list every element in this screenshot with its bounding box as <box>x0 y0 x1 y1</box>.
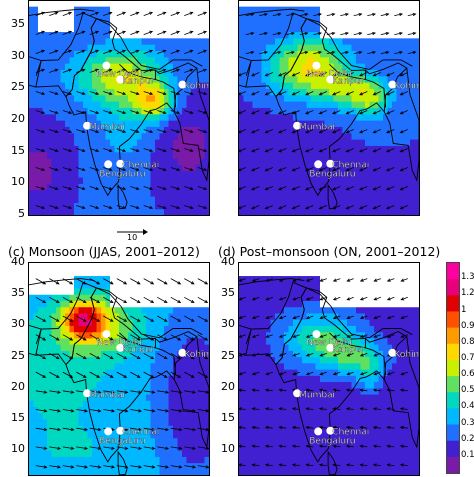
city-label: Mumbai <box>89 123 125 133</box>
y-tick-label: 35 <box>9 286 25 299</box>
city-marker <box>103 331 110 338</box>
colorbar-swatch <box>447 328 459 345</box>
colorbar-tick-label: 1 <box>461 305 466 315</box>
map-panel-b: New DelhiKanpurKohimaMumbaiBengaluruChen… <box>238 0 420 216</box>
city-label: Mumbai <box>89 390 125 400</box>
city-label: Chennai <box>122 428 159 438</box>
panel-title-d: (d) Post–monsoon (ON, 2001–2012) <box>218 244 440 259</box>
colorbar-tick-label: 0.1 <box>461 450 474 460</box>
colorbar-swatch <box>447 392 459 409</box>
colorbar-swatch <box>447 408 459 425</box>
y-tick-label: 20 <box>219 380 235 393</box>
colorbar-tick-label: 0.2 <box>461 434 474 444</box>
map-panel-a: New DelhiKanpurKohimaMumbaiBengaluruChen… <box>28 0 210 216</box>
city-label: Kanpur <box>122 77 154 87</box>
reference-arrow: 10 <box>115 228 149 244</box>
y-tick-label: 10 <box>219 442 235 455</box>
colorbar-swatch <box>447 311 459 328</box>
city-label: Mumbai <box>299 123 335 133</box>
city-label: Bengaluru <box>99 169 145 179</box>
city-label: Bengaluru <box>309 169 355 179</box>
colorbar-tick-label: 0.3 <box>461 418 474 428</box>
city-label: Chennai <box>332 428 369 438</box>
colorbar-swatch <box>447 376 459 393</box>
colorbar-swatch <box>447 360 459 377</box>
map-canvas-d: New DelhiKanpurKohimaMumbaiBengaluruChen… <box>239 263 419 475</box>
colorbar-swatch <box>447 457 459 473</box>
colorbar-tick-label: 0.8 <box>461 337 474 347</box>
city-label: Mumbai <box>299 390 335 400</box>
colorbar-tick-label: 0.9 <box>461 321 474 331</box>
colorbar-swatch <box>447 344 459 361</box>
panel-title-c: (c) Monsoon (JJAS, 2001–2012) <box>8 244 200 259</box>
map-canvas-a: New DelhiKanpurKohimaMumbaiBengaluruChen… <box>29 1 209 215</box>
y-tick-label: 15 <box>9 411 25 424</box>
y-tick-label: 20 <box>9 380 25 393</box>
y-tick-label: 15 <box>219 411 235 424</box>
colorbar-tick-label: 0.7 <box>461 353 474 363</box>
y-tick-label: 15 <box>9 144 25 157</box>
city-label: Kohima <box>394 350 419 360</box>
city-label: Bengaluru <box>99 436 145 446</box>
city-marker <box>103 62 110 69</box>
y-tick-label: 25 <box>219 349 235 362</box>
map-panel-d: New DelhiKanpurKohimaMumbaiBengaluruChen… <box>238 262 420 476</box>
y-tick-label: 20 <box>9 112 25 125</box>
city-marker <box>315 428 322 435</box>
y-tick-label: 10 <box>9 442 25 455</box>
city-marker <box>105 161 112 168</box>
y-tick-label: 25 <box>9 349 25 362</box>
city-marker <box>105 428 112 435</box>
y-tick-label: 40 <box>9 255 25 268</box>
colorbar-tick-label: 1.2 <box>461 288 474 298</box>
city-marker <box>313 331 320 338</box>
y-tick-label: 25 <box>9 80 25 93</box>
colorbar-swatch <box>447 295 459 312</box>
y-tick-label: 35 <box>219 286 235 299</box>
city-label: Kanpur <box>332 77 364 87</box>
city-label: Kohima <box>394 82 419 92</box>
map-panel-c: New DelhiKanpurKohimaMumbaiBengaluruChen… <box>28 262 210 476</box>
city-label: Kohima <box>184 350 209 360</box>
colorbar-tick-label: 0.4 <box>461 401 474 411</box>
y-tick-label: 30 <box>219 317 235 330</box>
colorbar-swatch <box>447 441 459 458</box>
city-label: Kanpur <box>332 345 364 355</box>
city-label: Chennai <box>332 161 369 171</box>
y-tick-label: 10 <box>9 175 25 188</box>
colorbar <box>446 262 460 474</box>
y-tick-label: 30 <box>9 49 25 62</box>
reference-arrow-label: 10 <box>127 233 137 242</box>
city-label: Chennai <box>122 161 159 171</box>
colorbar-tick-label: 0.5 <box>461 385 474 395</box>
city-label: Kanpur <box>122 345 154 355</box>
city-marker <box>315 161 322 168</box>
y-tick-label: 40 <box>219 255 235 268</box>
colorbar-swatch <box>447 263 459 280</box>
y-tick-label: 5 <box>9 207 25 220</box>
city-label: Kohima <box>184 82 209 92</box>
map-canvas-c: New DelhiKanpurKohimaMumbaiBengaluruChen… <box>29 263 209 475</box>
city-marker <box>313 62 320 69</box>
city-label: Bengaluru <box>309 436 355 446</box>
colorbar-swatch <box>447 425 459 442</box>
colorbar-swatches <box>447 263 459 473</box>
colorbar-swatch <box>447 279 459 296</box>
y-tick-label: 35 <box>9 17 25 30</box>
colorbar-tick-label: 0.6 <box>461 369 474 379</box>
map-canvas-b: New DelhiKanpurKohimaMumbaiBengaluruChen… <box>239 1 419 215</box>
colorbar-tick-label: 1.3 <box>461 272 474 282</box>
y-tick-label: 30 <box>9 317 25 330</box>
